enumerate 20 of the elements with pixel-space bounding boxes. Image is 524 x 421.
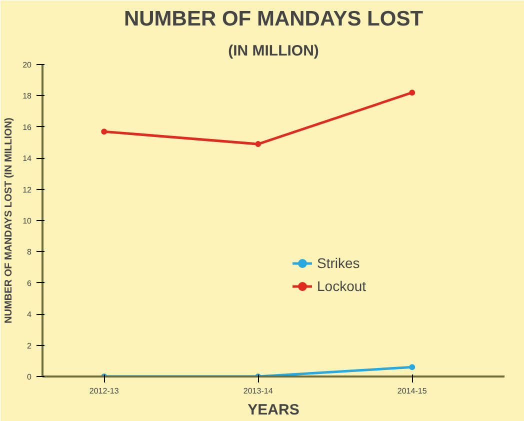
y-tick-label: 16 xyxy=(22,122,32,132)
y-axis-title: NUMBER OF MANDAYS LOST (IN MILLION) xyxy=(4,118,15,324)
x-tick-label: 2012-13 xyxy=(89,386,120,396)
x-tick-label: 2014-15 xyxy=(397,386,428,396)
x-axis-title: YEARS xyxy=(248,402,300,418)
y-tick-label: 0 xyxy=(27,372,32,382)
y-tick-label: 6 xyxy=(27,278,32,288)
y-tick-label: 20 xyxy=(22,60,32,70)
y-tick-label: 10 xyxy=(22,216,32,226)
legend-label: Lockout xyxy=(317,278,366,294)
y-tick-label: 14 xyxy=(22,154,32,164)
y-tick-label: 4 xyxy=(27,310,32,320)
y-tick-label: 18 xyxy=(22,92,32,101)
legend-label: Strikes xyxy=(317,255,360,271)
y-tick-label: 8 xyxy=(27,248,32,257)
y-tick-label: 2 xyxy=(27,341,32,350)
x-tick-label: 2013-14 xyxy=(243,386,274,396)
chart-title: NUMBER OF MANDAYS LOST xyxy=(124,8,424,30)
chart-subtitle: (IN MILLION) xyxy=(228,42,319,60)
y-tick-label: 12 xyxy=(22,185,32,194)
